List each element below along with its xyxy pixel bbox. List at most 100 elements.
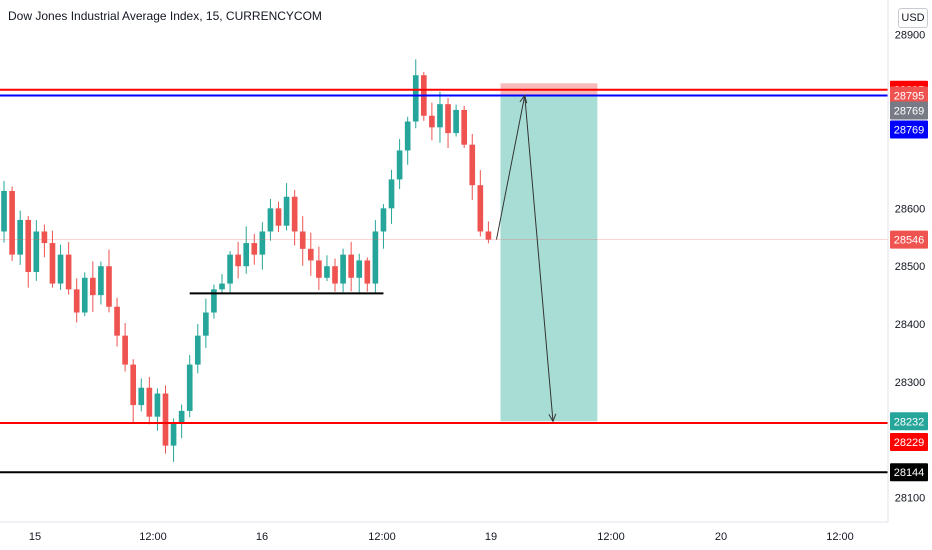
candle-body	[130, 364, 137, 406]
y-tick-label: 28100	[895, 493, 926, 505]
price-tag	[890, 463, 928, 482]
candle-body	[98, 266, 104, 296]
chart-title: Dow Jones Industrial Average Index, 15, …	[8, 9, 322, 23]
candle-body	[364, 260, 371, 284]
price-tag-label: 28769	[894, 106, 925, 118]
price-tag	[890, 86, 928, 105]
horizontal-lines	[0, 88, 888, 474]
position-zones	[500, 83, 598, 422]
y-tick-label: 28900	[895, 30, 926, 42]
candle-body	[332, 266, 338, 284]
price-tag	[890, 101, 928, 120]
price-tag	[890, 412, 928, 431]
candle-body	[178, 410, 185, 423]
arrowhead	[519, 94, 528, 104]
candle-body	[90, 277, 96, 296]
candle-body	[57, 254, 64, 284]
candle-body	[203, 312, 209, 336]
candles	[1, 59, 492, 462]
candle-body	[65, 254, 72, 290]
x-tick-label: 20	[715, 531, 727, 543]
candle-body	[114, 306, 120, 336]
x-tick-label: 12:00	[139, 531, 167, 543]
candle-body	[243, 243, 250, 267]
x-tick-label: 16	[256, 531, 268, 543]
x-tick-label: 15	[29, 531, 41, 543]
candle-body	[469, 144, 476, 186]
candle-body	[380, 208, 387, 232]
time-axis[interactable]: 15 12:00 16 12:00 19 12:00 20 12:00	[0, 521, 888, 543]
projection-path	[495, 94, 557, 423]
candle-body	[388, 179, 395, 209]
y-tick-label: 28400	[895, 319, 926, 331]
price-tag-label: 28546	[894, 235, 925, 247]
candle-body	[461, 109, 468, 145]
candle-body	[235, 254, 241, 267]
candle-body	[340, 254, 346, 284]
candle-body	[429, 115, 435, 128]
candle-body	[299, 231, 306, 249]
candle-body	[122, 335, 128, 365]
candle-body	[106, 266, 112, 307]
price-tag-label: 28229	[894, 437, 925, 449]
candle-body	[437, 104, 443, 128]
candle-body	[453, 109, 459, 134]
candle-body	[307, 248, 314, 261]
candle-body	[138, 387, 145, 406]
price-tag	[890, 433, 928, 452]
price-tags: 2880528795287692876928546282322822928144	[890, 80, 928, 482]
candle-body	[146, 387, 153, 417]
candle-body	[154, 393, 161, 417]
candle-body	[291, 196, 298, 232]
candle-body	[170, 422, 177, 446]
price-tag-label: 28144	[894, 467, 925, 479]
candle-body	[477, 185, 484, 232]
candle-body	[259, 231, 266, 255]
profit-zone	[500, 95, 598, 422]
candle-body	[9, 190, 15, 255]
candle-body	[219, 283, 225, 290]
candle-body	[275, 208, 282, 226]
candle-body	[348, 254, 354, 278]
currency-button[interactable]: USD	[898, 8, 928, 28]
candle-body	[485, 231, 492, 240]
candle-body	[1, 190, 7, 232]
candle-body	[251, 243, 258, 255]
x-tick-label: 19	[485, 531, 497, 543]
candle-body	[211, 289, 217, 313]
candle-body	[162, 393, 169, 446]
candle-body	[49, 243, 56, 284]
candle-body	[186, 364, 193, 411]
candle-body	[81, 277, 88, 313]
candle-body	[33, 231, 40, 272]
candle-body	[316, 260, 322, 278]
price-tag-label: 28795	[894, 90, 925, 102]
candle-body	[41, 231, 48, 244]
x-tick-label: 12:00	[597, 531, 625, 543]
candle-body	[404, 121, 411, 151]
candle-body	[283, 196, 290, 226]
candle-body	[227, 254, 233, 284]
candle-body	[396, 150, 403, 180]
price-tag	[890, 230, 928, 249]
x-tick-label: 12:00	[826, 531, 854, 543]
candle-body	[372, 231, 379, 284]
candle-body	[73, 289, 80, 313]
price-tag-label: 28232	[894, 416, 925, 428]
candle-body	[267, 208, 274, 232]
x-tick-label: 12:00	[368, 531, 396, 543]
arrowhead	[548, 413, 557, 423]
y-tick-label: 28500	[895, 261, 926, 273]
candle-body	[17, 219, 24, 255]
candle-body	[324, 266, 330, 278]
candle-body	[356, 260, 363, 278]
price-tag-label: 28769	[894, 125, 925, 137]
price-axis[interactable]: 28900 28600 28500 28400 28300 28100	[887, 0, 926, 522]
candle-body	[25, 219, 32, 272]
candle-body	[445, 104, 451, 134]
candle-body	[194, 335, 201, 365]
price-tag	[890, 120, 928, 139]
y-tick-label: 28600	[895, 203, 926, 215]
y-tick-label: 28300	[895, 377, 926, 389]
